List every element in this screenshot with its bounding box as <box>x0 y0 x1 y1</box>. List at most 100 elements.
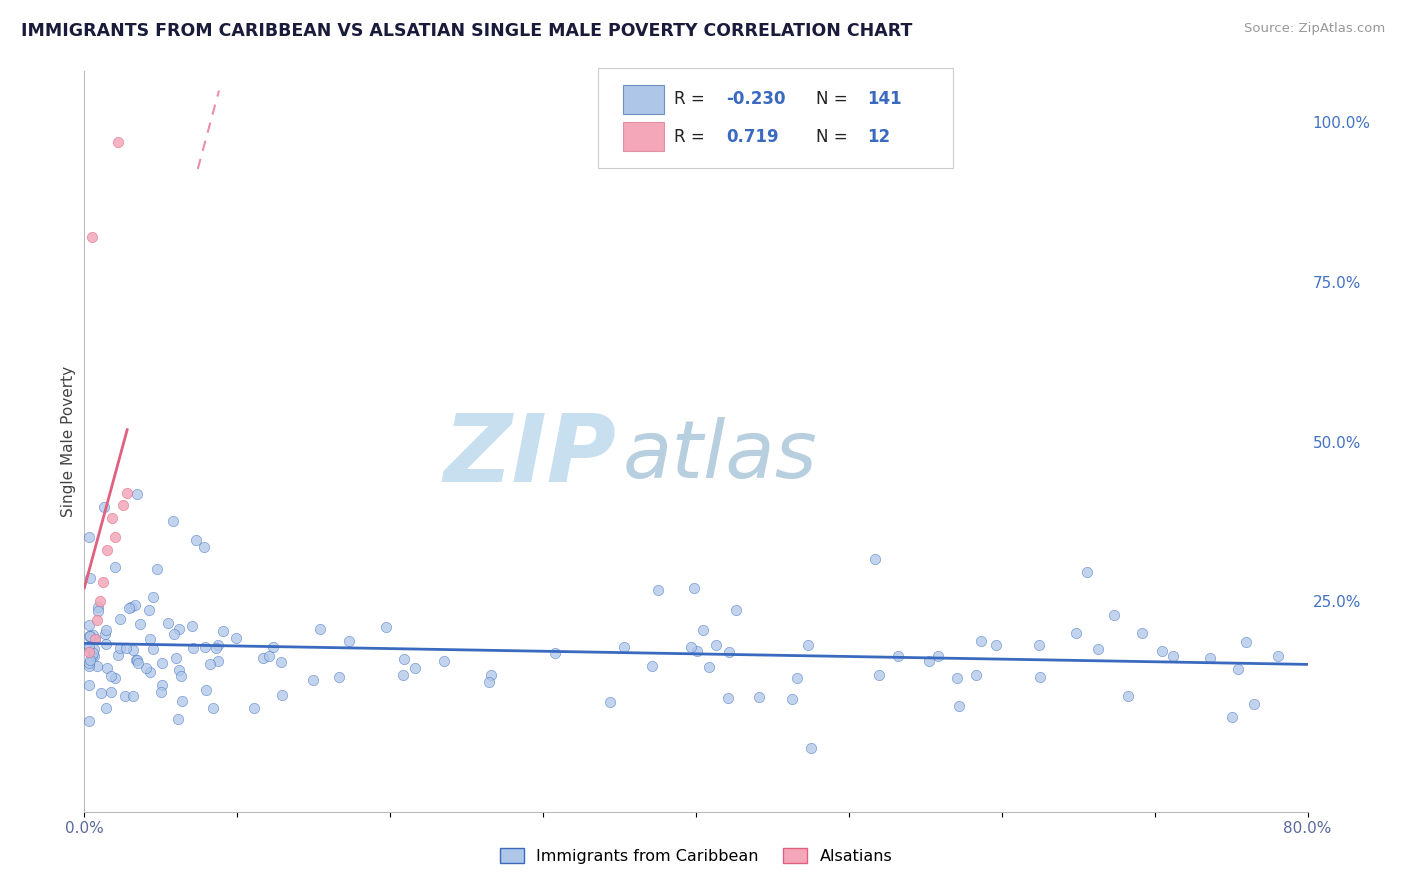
Point <box>717 690 740 705</box>
Point <box>145 562 167 576</box>
Point <box>84 632 107 647</box>
Text: N =: N = <box>815 90 852 109</box>
Point <box>1087 641 1109 656</box>
Point <box>104 671 127 685</box>
Point <box>1198 650 1220 665</box>
Point <box>1161 648 1184 663</box>
Point <box>111 499 134 513</box>
Point <box>478 675 501 690</box>
Point <box>207 638 229 652</box>
Point <box>1220 710 1243 724</box>
Point <box>1116 690 1139 704</box>
Point <box>94 701 117 715</box>
Point <box>142 590 165 604</box>
Point <box>100 669 122 683</box>
Point <box>127 657 149 671</box>
Point <box>93 500 115 515</box>
Point <box>115 485 138 500</box>
Point <box>80 648 103 663</box>
Text: 12: 12 <box>868 128 890 145</box>
Point <box>193 540 215 554</box>
Point <box>647 582 669 597</box>
Point <box>965 668 987 682</box>
Point <box>125 653 148 667</box>
Point <box>271 688 294 702</box>
Text: R =: R = <box>673 128 710 145</box>
Point <box>681 640 703 654</box>
Point <box>77 658 100 673</box>
Point <box>91 574 114 589</box>
Text: IMMIGRANTS FROM CARIBBEAN VS ALSATIAN SINGLE MALE POVERTY CORRELATION CHART: IMMIGRANTS FROM CARIBBEAN VS ALSATIAN SI… <box>21 22 912 40</box>
Point <box>127 653 149 667</box>
Point <box>887 648 910 663</box>
Point <box>1227 662 1250 676</box>
Point <box>1132 626 1154 640</box>
Point <box>945 671 967 685</box>
Point <box>86 658 108 673</box>
Point <box>786 671 808 685</box>
Point <box>83 649 105 664</box>
Point <box>724 603 747 617</box>
Point <box>163 627 186 641</box>
Point <box>122 643 145 657</box>
Point <box>205 641 228 656</box>
Point <box>984 638 1007 652</box>
Text: 141: 141 <box>868 90 901 109</box>
Point <box>797 638 820 652</box>
Point <box>77 618 100 632</box>
Point <box>107 135 129 149</box>
Point <box>599 695 621 709</box>
Point <box>150 685 173 699</box>
Point <box>94 623 117 637</box>
Point <box>683 582 706 596</box>
Point <box>77 629 100 643</box>
Point <box>309 622 332 636</box>
Point <box>83 641 105 656</box>
Text: R =: R = <box>673 90 710 109</box>
Point <box>135 661 157 675</box>
Point <box>1102 608 1125 623</box>
Point <box>142 642 165 657</box>
Point <box>87 599 110 614</box>
Point <box>124 599 146 613</box>
Point <box>225 632 247 646</box>
Point <box>101 511 124 525</box>
Point <box>167 712 190 726</box>
Point <box>96 660 118 674</box>
Point <box>927 648 949 663</box>
Point <box>1243 697 1265 711</box>
Point <box>79 629 101 643</box>
Point <box>748 690 770 705</box>
Y-axis label: Single Male Poverty: Single Male Poverty <box>60 366 76 517</box>
Text: 0.719: 0.719 <box>727 128 779 145</box>
Point <box>392 652 415 666</box>
Point <box>181 619 204 633</box>
Point <box>948 698 970 713</box>
Point <box>184 533 207 547</box>
Point <box>302 673 325 688</box>
Point <box>121 689 143 703</box>
Point <box>82 628 104 642</box>
Point <box>479 668 502 682</box>
Point <box>686 644 709 658</box>
Point <box>77 714 100 728</box>
Point <box>86 613 108 627</box>
Point <box>125 487 148 501</box>
Point <box>120 600 142 615</box>
Point <box>242 700 264 714</box>
Point <box>84 632 107 647</box>
Point <box>93 626 115 640</box>
Point <box>167 622 190 636</box>
Point <box>198 657 221 672</box>
Point <box>104 530 127 544</box>
Point <box>1152 643 1174 657</box>
Point <box>207 654 229 668</box>
Point <box>1267 648 1289 663</box>
FancyBboxPatch shape <box>623 121 664 152</box>
Point <box>162 514 184 528</box>
Point <box>77 639 100 653</box>
Point <box>139 632 162 646</box>
Point <box>613 640 636 655</box>
Point <box>118 601 141 615</box>
Point <box>1029 670 1052 684</box>
